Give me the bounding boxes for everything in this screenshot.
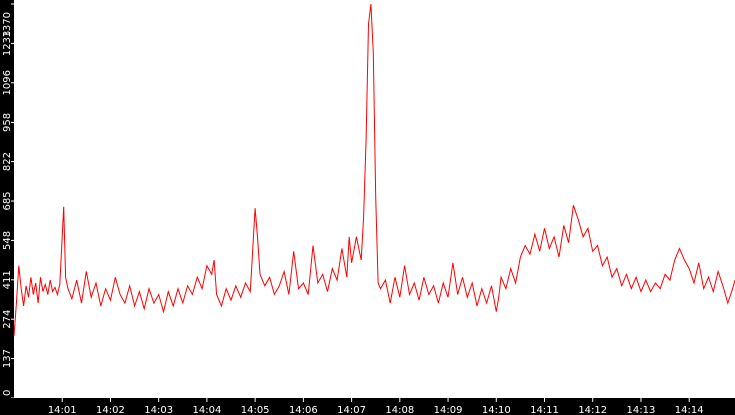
x-tick-label: 14:13 [627, 405, 656, 415]
x-axis-band [0, 398, 735, 415]
x-tick-label: 14:07 [337, 405, 366, 415]
x-tick-label: 14:11 [530, 405, 559, 415]
y-tick-label: 548 [2, 231, 13, 250]
y-tick-label: 274 [2, 310, 13, 329]
x-tick-label: 14:10 [482, 405, 511, 415]
x-axis: 14:01 14:02 14:03 14:04 14:05 14:06 14:07 14:08… [0, 398, 735, 415]
x-tick-label: 14:14 [675, 405, 704, 415]
y-axis-band [0, 0, 14, 398]
y-tick-label: 137 [2, 349, 13, 368]
y-tick-label: 411 [2, 270, 13, 289]
x-tick-label: 14:09 [434, 405, 463, 415]
y-tick-label: 822 [2, 152, 13, 171]
y-tick-label: 0 [2, 390, 13, 396]
x-tick-label: 14:01 [48, 405, 77, 415]
x-tick-label: 14:04 [192, 405, 221, 415]
x-tick-label: 14:06 [289, 405, 318, 415]
x-tick-label: 14:12 [578, 405, 607, 415]
y-tick-label: 1233 [2, 31, 13, 56]
x-tick-label: 14:02 [96, 405, 125, 415]
series-line [13, 3, 735, 337]
x-tick-label: 14:08 [385, 405, 414, 415]
y-tick-label: 1096 [2, 70, 13, 95]
y-tick-label: 1370 [2, 12, 13, 37]
x-tick-label: 14:03 [144, 405, 173, 415]
y-tick-label: 685 [2, 191, 13, 210]
x-tick-label: 14:05 [241, 405, 270, 415]
y-tick-label: 958 [2, 113, 13, 132]
